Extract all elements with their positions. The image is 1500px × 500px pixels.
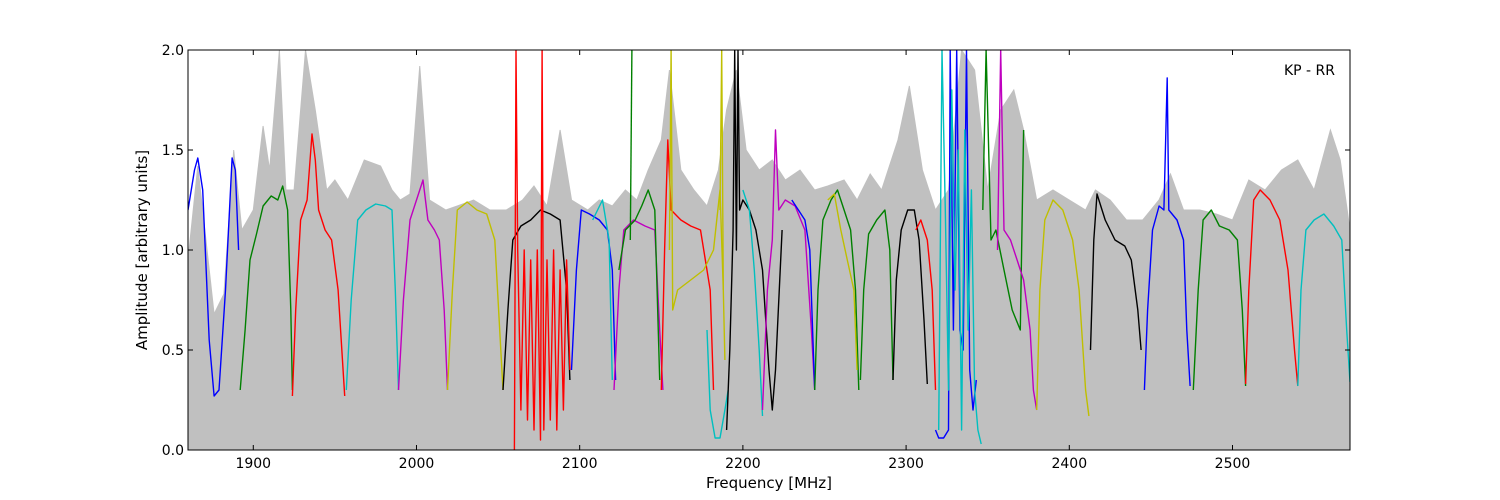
series-line-1 [188, 157, 240, 397]
y-tick-label-2: 2.0 [162, 43, 184, 59]
series-line-10 [592, 199, 613, 381]
series-line-14 [660, 139, 715, 391]
series-line-27 [934, 50, 977, 439]
series-line-23 [827, 193, 858, 371]
series-line-35 [1244, 189, 1299, 387]
x-tick-label-2200: 2200 [725, 456, 761, 472]
series-line-33 [1143, 77, 1191, 391]
series-line-5 [397, 179, 449, 391]
reference-envelope [188, 50, 1350, 450]
series-layer [188, 50, 1350, 450]
series-line-19 [742, 189, 764, 417]
series-line-18 [725, 50, 783, 431]
x-tick-label-2100: 2100 [562, 456, 598, 472]
x-tick-label-2300: 2300 [888, 456, 924, 472]
series-line-13 [629, 50, 633, 241]
y-tick-label-0: 0.0 [162, 443, 184, 459]
series-line-29 [982, 50, 1025, 331]
series-line-20 [761, 129, 816, 411]
series-line-22 [814, 189, 860, 391]
series-line-7 [502, 209, 571, 391]
series-line-34 [1192, 209, 1247, 391]
series-line-25 [892, 209, 928, 385]
chart-annotation: KP - RR [1284, 63, 1335, 79]
x-tick-label-1900: 1900 [235, 456, 271, 472]
series-line-6 [446, 201, 504, 391]
series-line-17 [706, 329, 729, 439]
x-tick-label-2000: 2000 [399, 456, 435, 472]
series-line-31 [1036, 199, 1090, 417]
x-tick-label-2500: 2500 [1215, 456, 1251, 472]
series-line-26 [915, 219, 937, 391]
series-line-24 [859, 209, 894, 381]
series-line-16 [719, 50, 724, 291]
x-tick-label-2400: 2400 [1051, 456, 1087, 472]
series-line-21 [791, 199, 816, 391]
y-tick-label-0.5: 0.5 [162, 343, 184, 359]
series-line-28 [938, 50, 982, 445]
y-axis-title: Amplitude [arbitrary units] [133, 150, 151, 350]
series-line-4 [345, 203, 400, 391]
series-line-2 [239, 185, 294, 391]
series-line-11 [613, 219, 664, 391]
series-line-3 [291, 133, 346, 397]
y-tick-label-1: 1.0 [162, 243, 184, 259]
series-line-12 [618, 189, 661, 381]
x-axis-title: Frequency [MHz] [706, 474, 832, 492]
reference-layer [188, 50, 1350, 450]
series-line-36 [1297, 213, 1350, 387]
ticks-layer: 1900 2000 2100 2200 2300 2400 2500 0.0 0.5 1.0 1.5… [162, 43, 1350, 472]
series-line-15 [668, 50, 726, 361]
series-line-32 [1089, 193, 1142, 351]
y-tick-label-1.5: 1.5 [162, 143, 184, 159]
series-line-30 [996, 50, 1038, 411]
series-line-8 [513, 50, 571, 450]
